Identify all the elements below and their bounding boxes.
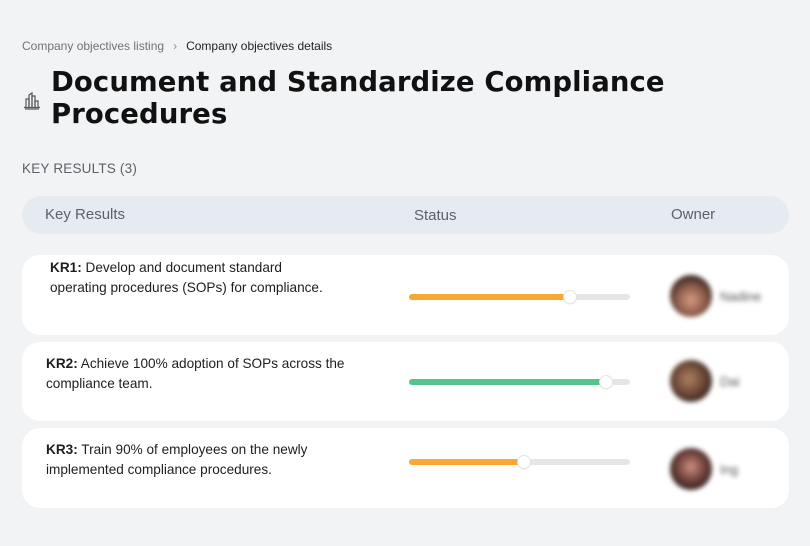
breadcrumb-link-listing[interactable]: Company objectives listing — [22, 39, 165, 53]
key-result-description: KR2: Achieve 100% adoption of SOPs acros… — [46, 354, 366, 394]
breadcrumb: Company objectives listing › Company obj… — [22, 39, 332, 53]
key-result-text: Achieve 100% adoption of SOPs across the… — [46, 356, 345, 391]
progress-fill — [409, 459, 524, 465]
key-result-description: KR3: Train 90% of employees on the newly… — [46, 440, 346, 480]
key-result-code: KR3: — [46, 442, 78, 457]
column-header-key-results: Key Results — [45, 206, 126, 223]
progress-knob[interactable] — [599, 376, 612, 388]
progress-fill — [409, 294, 571, 300]
key-result-row-2[interactable]: KR2: Achieve 100% adoption of SOPs acros… — [22, 342, 789, 421]
buildings-icon — [22, 90, 42, 110]
avatar — [670, 360, 712, 402]
key-result-row-1[interactable]: KR1: Develop and document standard opera… — [22, 255, 789, 335]
progress-bar[interactable] — [409, 456, 630, 468]
avatar — [670, 448, 712, 490]
key-result-row-3[interactable]: KR3: Train 90% of employees on the newly… — [22, 428, 789, 508]
key-result-text: Develop and document standard operating … — [50, 260, 323, 295]
owner-name: Nadine — [720, 288, 762, 304]
chevron-right-icon: › — [173, 39, 178, 53]
owner-name: Dai — [720, 373, 740, 389]
owner[interactable]: Ing — [670, 448, 738, 490]
column-header-owner: Owner — [671, 206, 716, 223]
progress-bar[interactable] — [409, 291, 630, 303]
owner[interactable]: Nadine — [670, 275, 761, 317]
owner[interactable]: Dai — [670, 360, 740, 402]
key-results-count-label: KEY RESULTS (3) — [22, 161, 138, 176]
page-title: Document and Standardize Compliance Proc… — [51, 66, 665, 130]
progress-fill — [409, 379, 606, 385]
key-result-code: KR1: — [50, 260, 82, 275]
owner-name: Ing — [720, 461, 739, 477]
key-result-description: KR1: Develop and document standard opera… — [50, 258, 340, 298]
page-header: Document and Standardize Compliance Proc… — [22, 66, 810, 130]
progress-knob[interactable] — [564, 291, 577, 303]
column-header-status: Status — [414, 207, 457, 224]
key-result-code: KR2: — [46, 356, 78, 371]
avatar — [670, 275, 712, 317]
progress-knob[interactable] — [517, 456, 530, 468]
progress-bar[interactable] — [409, 376, 630, 388]
key-result-text: Train 90% of employees on the newly impl… — [46, 442, 308, 477]
breadcrumb-current: Company objectives details — [186, 39, 333, 53]
table-header: Key Results Status Owner — [22, 196, 789, 234]
